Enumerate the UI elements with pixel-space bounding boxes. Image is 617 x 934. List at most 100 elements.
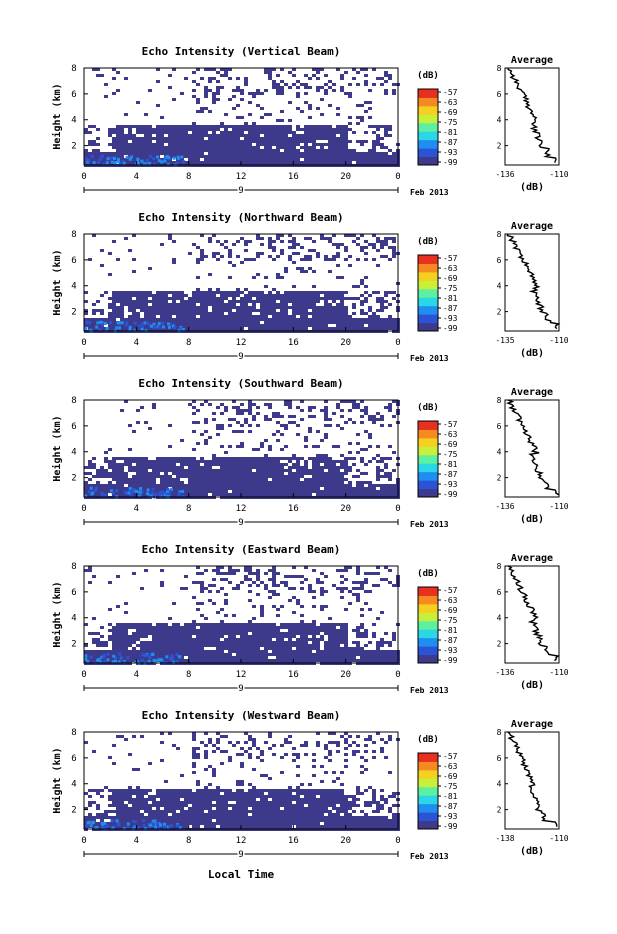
echo-cell — [308, 312, 312, 315]
echo-cell — [284, 146, 288, 149]
echo-cell — [164, 472, 168, 475]
echo-cell — [120, 638, 124, 641]
echo-cell — [84, 152, 88, 155]
echo-cell — [216, 475, 220, 478]
echo-cell — [108, 315, 112, 318]
echo-cell — [172, 644, 176, 647]
echo-cell — [312, 481, 316, 484]
echo-cell — [332, 493, 336, 496]
echo-cell — [392, 487, 396, 490]
echo-cell — [152, 641, 156, 644]
echo-cell — [308, 493, 312, 496]
echo-cell — [332, 143, 336, 146]
echo-cell — [220, 475, 224, 478]
echo-cell-strong — [158, 326, 161, 329]
echo-cell — [268, 297, 272, 300]
echo-cell — [224, 324, 228, 327]
echo-cell — [360, 161, 364, 164]
echo-cell — [248, 481, 252, 484]
echo-cell — [388, 315, 392, 318]
echo-cell — [336, 264, 340, 267]
echo-cell — [276, 469, 280, 472]
echo-cell — [224, 478, 228, 481]
echo-cell — [84, 131, 88, 134]
echo-cell — [328, 140, 332, 143]
echo-cell — [352, 421, 356, 424]
echo-cell — [276, 92, 280, 95]
echo-cell — [356, 596, 360, 599]
echo-cell — [204, 460, 208, 463]
echo-cell — [360, 119, 364, 122]
echo-cell — [272, 321, 276, 324]
echo-cell — [316, 472, 320, 475]
echo-cell — [112, 484, 116, 487]
echo-cell — [108, 252, 112, 255]
echo-cell — [276, 149, 280, 152]
echo-cell — [152, 626, 156, 629]
echo-cell — [244, 490, 248, 493]
echo-cell — [244, 318, 248, 321]
echo-cell — [352, 656, 356, 659]
echo-cell — [232, 475, 236, 478]
echo-cell — [372, 324, 376, 327]
echo-cell — [340, 587, 344, 590]
echo-cell — [232, 291, 236, 294]
echo-cell — [284, 140, 288, 143]
echo-cell — [324, 303, 328, 306]
echo-cell — [256, 484, 260, 487]
echo-cell — [308, 140, 312, 143]
echo-cell — [204, 312, 208, 315]
echo-cell — [296, 475, 300, 478]
echo-cell — [160, 300, 164, 303]
echo-cell — [336, 569, 340, 572]
echo-cell — [332, 291, 336, 294]
echo-cell — [392, 89, 396, 92]
echo-cell — [356, 487, 360, 490]
echo-cell — [388, 472, 392, 475]
echo-cell — [244, 294, 248, 297]
echo-cell — [364, 318, 368, 321]
echo-cell — [104, 460, 108, 463]
echo-cell — [152, 460, 156, 463]
echo-cell — [280, 240, 284, 243]
echo-cell — [340, 629, 344, 632]
average-x-tick-label: -110 — [549, 502, 568, 511]
echo-cell — [256, 638, 260, 641]
echo-cell — [228, 252, 232, 255]
echo-cell — [156, 647, 160, 650]
echo-cell — [260, 457, 264, 460]
echo-cell — [316, 309, 320, 312]
echo-cell — [272, 581, 276, 584]
echo-cell — [120, 647, 124, 650]
echo-cell — [252, 315, 256, 318]
echo-cell — [288, 152, 292, 155]
echo-cell — [240, 315, 244, 318]
echo-cell — [284, 623, 288, 626]
echo-cell — [360, 327, 364, 330]
echo-cell — [364, 140, 368, 143]
echo-cell — [156, 623, 160, 626]
echo-cell — [236, 569, 240, 572]
echo-cell — [308, 125, 312, 128]
echo-cell — [356, 644, 360, 647]
echo-cell — [224, 155, 228, 158]
echo-cell — [340, 137, 344, 140]
echo-cell — [316, 487, 320, 490]
echo-cell — [352, 77, 356, 80]
echo-cell — [388, 327, 392, 330]
echo-cell — [84, 466, 88, 469]
echo-cell — [256, 237, 260, 240]
echo-cell — [372, 152, 376, 155]
echo-cell — [120, 493, 124, 496]
echo-cell — [184, 137, 188, 140]
echo-cell — [280, 300, 284, 303]
echo-cell — [312, 590, 316, 593]
echo-cell — [108, 650, 112, 653]
echo-cell — [136, 466, 140, 469]
echo-cell — [368, 294, 372, 297]
echo-cell — [280, 635, 284, 638]
echo-cell — [316, 632, 320, 635]
echo-cell — [304, 86, 308, 89]
echo-cell — [248, 484, 252, 487]
echo-cell — [176, 644, 180, 647]
